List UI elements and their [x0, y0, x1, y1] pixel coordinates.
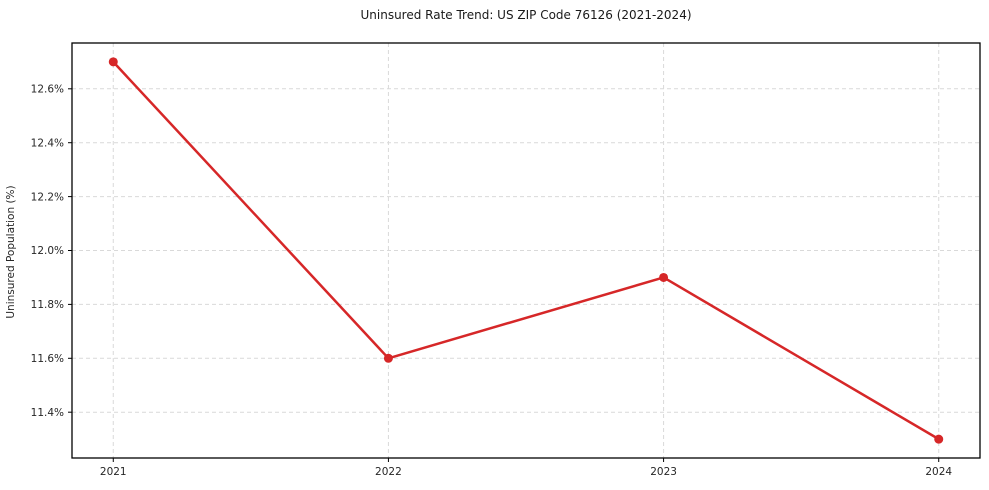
y-tick-label: 12.2%: [31, 191, 64, 203]
data-point: [383, 353, 393, 363]
data-point: [659, 272, 669, 282]
data-point: [108, 57, 118, 67]
trend-line: [112, 60, 940, 441]
y-tick-label: 12.6%: [31, 83, 64, 95]
y-tick-label: 11.8%: [31, 299, 64, 311]
x-tick-label: 2024: [925, 466, 952, 478]
y-tick-label: 12.4%: [31, 137, 64, 149]
x-tick-label: 2023: [650, 466, 677, 478]
y-tick-label: 12.0%: [31, 245, 64, 257]
chart-title: Uninsured Rate Trend: US ZIP Code 76126 …: [360, 8, 692, 22]
data-point: [934, 434, 944, 444]
y-tick-label: 11.4%: [31, 407, 64, 419]
x-tick-label: 2021: [100, 466, 127, 478]
y-tick-label: 11.6%: [31, 353, 64, 365]
x-tick-label: 2022: [375, 466, 402, 478]
